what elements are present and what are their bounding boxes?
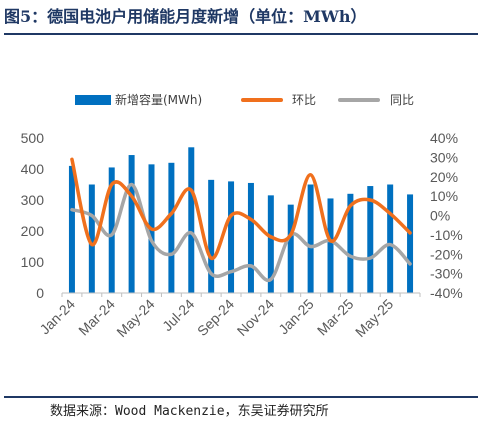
title-rule <box>4 33 478 35</box>
right-tick-label: -20% <box>430 246 463 262</box>
mom-line <box>70 157 412 260</box>
legend-label-mom: 环比 <box>292 93 316 107</box>
bar-Nov-24 <box>267 195 274 293</box>
x-tick-label: Mar-24 <box>75 296 118 339</box>
source-note: 数据来源：Wood Mackenzie，东吴证券研究所 <box>50 404 329 419</box>
left-tick-label: 500 <box>21 130 45 146</box>
bar-Sep-24 <box>228 181 235 293</box>
bar-Mar-25 <box>347 193 354 293</box>
right-tick-label: -10% <box>430 227 463 243</box>
source-rule <box>4 396 478 398</box>
bar-Feb-24 <box>88 184 95 293</box>
x-tick-label: Mar-25 <box>314 296 357 339</box>
legend: 新增容量(MWh) 环比 同比 <box>75 92 414 107</box>
left-tick-label: 200 <box>21 223 45 239</box>
right-tick-label: 40% <box>430 130 458 146</box>
legend-label-yoy: 同比 <box>390 93 414 107</box>
bar-May-25 <box>387 184 394 293</box>
legend-swatch-bar <box>75 95 111 105</box>
bar-Apr-25 <box>367 186 374 293</box>
chart-title: 图5：德国电池户用储能月度新增（单位：MWh） <box>4 7 367 26</box>
left-tick-label: 100 <box>21 254 45 270</box>
x-tick-label: Jan-25 <box>275 296 317 338</box>
x-tick-label: Jan-24 <box>36 296 78 338</box>
bar-Dec-24 <box>287 204 294 293</box>
x-tick-label: May-24 <box>113 296 157 340</box>
bar-Jul-24 <box>188 147 195 293</box>
right-tick-label: -40% <box>430 285 463 301</box>
bar-Aug-24 <box>208 179 215 293</box>
chart-area: 新增容量(MWh) 环比 同比 0 100 200 300 400 500 -40% -30% -2… <box>21 92 463 340</box>
right-tick-label: 10% <box>430 188 458 204</box>
bar-Apr-24 <box>128 155 135 293</box>
x-tick-label: May-25 <box>352 296 396 340</box>
bar-Jan-24 <box>68 165 75 293</box>
right-tick-label: 0% <box>430 208 450 224</box>
x-tick-label: Nov-24 <box>234 296 277 339</box>
bar-Jun-25 <box>407 194 414 293</box>
left-tick-label: 0 <box>36 285 44 301</box>
right-tick-label: -30% <box>430 266 463 282</box>
left-tick-label: 300 <box>21 192 45 208</box>
bar-Jan-25 <box>307 184 314 293</box>
right-tick-label: 30% <box>430 149 458 165</box>
x-tick-label: Sep-24 <box>194 296 237 339</box>
right-tick-label: 20% <box>430 169 458 185</box>
bar-Feb-25 <box>327 198 334 293</box>
bars-series <box>68 147 414 293</box>
x-tick-label: Jul-24 <box>159 296 197 334</box>
left-tick-label: 400 <box>21 161 45 177</box>
line-series <box>70 157 412 283</box>
bar-Oct-24 <box>247 182 254 293</box>
yoy-line <box>70 182 412 283</box>
bar-Mar-24 <box>108 167 115 293</box>
bar-Jun-24 <box>168 162 175 293</box>
legend-label-bar: 新增容量(MWh) <box>115 92 202 107</box>
